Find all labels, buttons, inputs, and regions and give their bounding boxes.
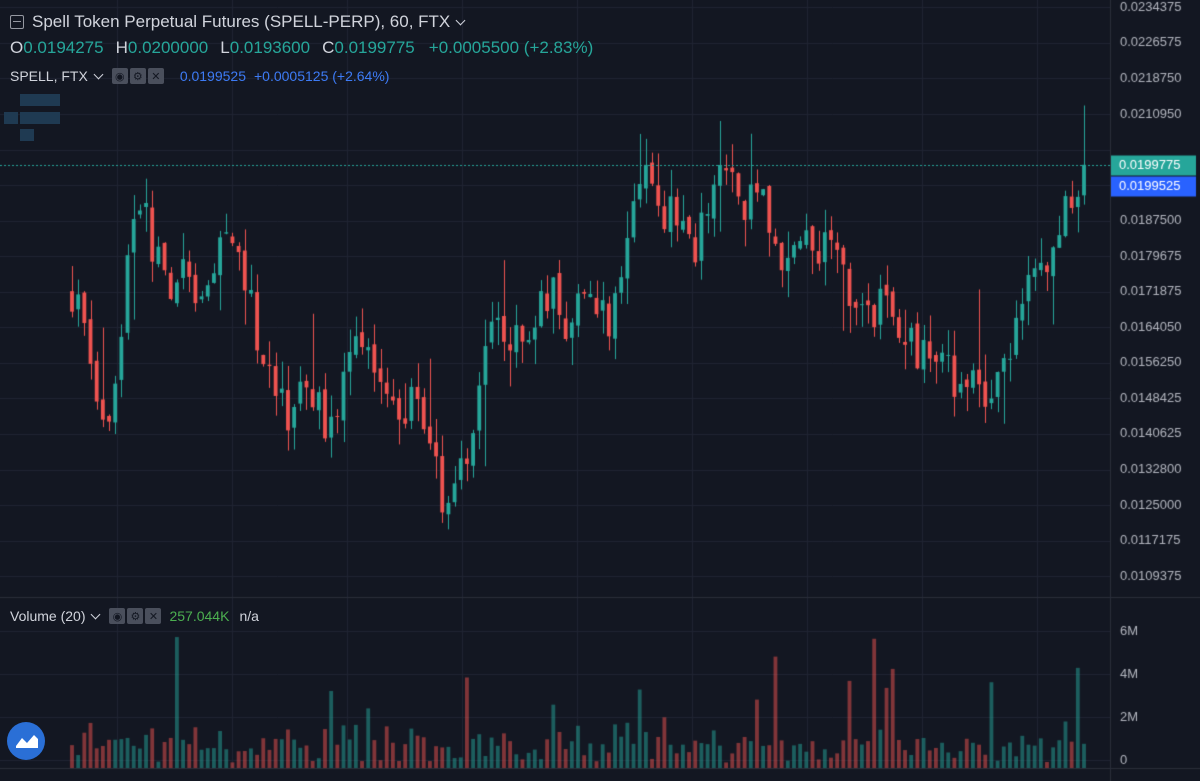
volume-controls: ◉ ⚙ ✕ [109, 608, 162, 624]
legend-placeholder [20, 94, 60, 106]
legend-placeholder [20, 129, 34, 141]
legend-placeholder [20, 112, 60, 124]
close-icon[interactable]: ✕ [147, 68, 164, 84]
close-icon[interactable]: ✕ [145, 608, 162, 624]
open-label: O [10, 38, 24, 57]
chevron-down-icon[interactable] [91, 609, 101, 619]
eye-icon[interactable]: ◉ [109, 608, 126, 624]
volume-legend: Volume (20) ◉ ⚙ ✕ 257.044K n/a [10, 608, 259, 624]
low-label: L [220, 38, 230, 57]
compare-value: 0.0199525 [179, 68, 246, 84]
chart-title-row: Spell Token Perpetual Futures (SPELL-PER… [10, 12, 466, 32]
high-value: 0.0200000 [127, 38, 209, 57]
volume-value: 257.044K [169, 608, 230, 624]
legend-placeholder [4, 112, 18, 124]
settings-icon[interactable]: ⚙ [127, 608, 144, 624]
high-label: H [115, 38, 128, 57]
eye-icon[interactable]: ◉ [111, 68, 128, 84]
tradingview-logo-icon[interactable] [7, 722, 45, 760]
compare-change: +0.0005125 (+2.64%) [254, 68, 390, 84]
compare-controls: ◉ ⚙ ✕ [111, 68, 164, 84]
close-value: 0.0199775 [334, 38, 415, 57]
settings-icon[interactable]: ⚙ [129, 68, 146, 84]
chevron-down-icon[interactable] [455, 15, 466, 25]
volume-label[interactable]: Volume (20) [10, 608, 86, 624]
low-value: 0.0193600 [229, 38, 311, 57]
open-value: 0.0194275 [23, 38, 104, 57]
chart-title: Spell Token Perpetual Futures (SPELL-PER… [32, 12, 451, 31]
close-label: C [322, 38, 335, 57]
compare-row: SPELL, FTX ◉ ⚙ ✕ 0.0199525 +0.0005125 (+… [10, 68, 389, 84]
price-change: +0.0005500 (+2.83%) [428, 38, 594, 57]
compare-symbol[interactable]: SPELL, FTX [10, 68, 88, 84]
chevron-down-icon[interactable] [93, 69, 104, 79]
volume-ma: n/a [239, 608, 259, 624]
ohlc-row: O 0.0194275 H 0.0200000 L 0.0193600 C 0.… [10, 38, 593, 58]
collapse-icon[interactable] [10, 15, 24, 29]
